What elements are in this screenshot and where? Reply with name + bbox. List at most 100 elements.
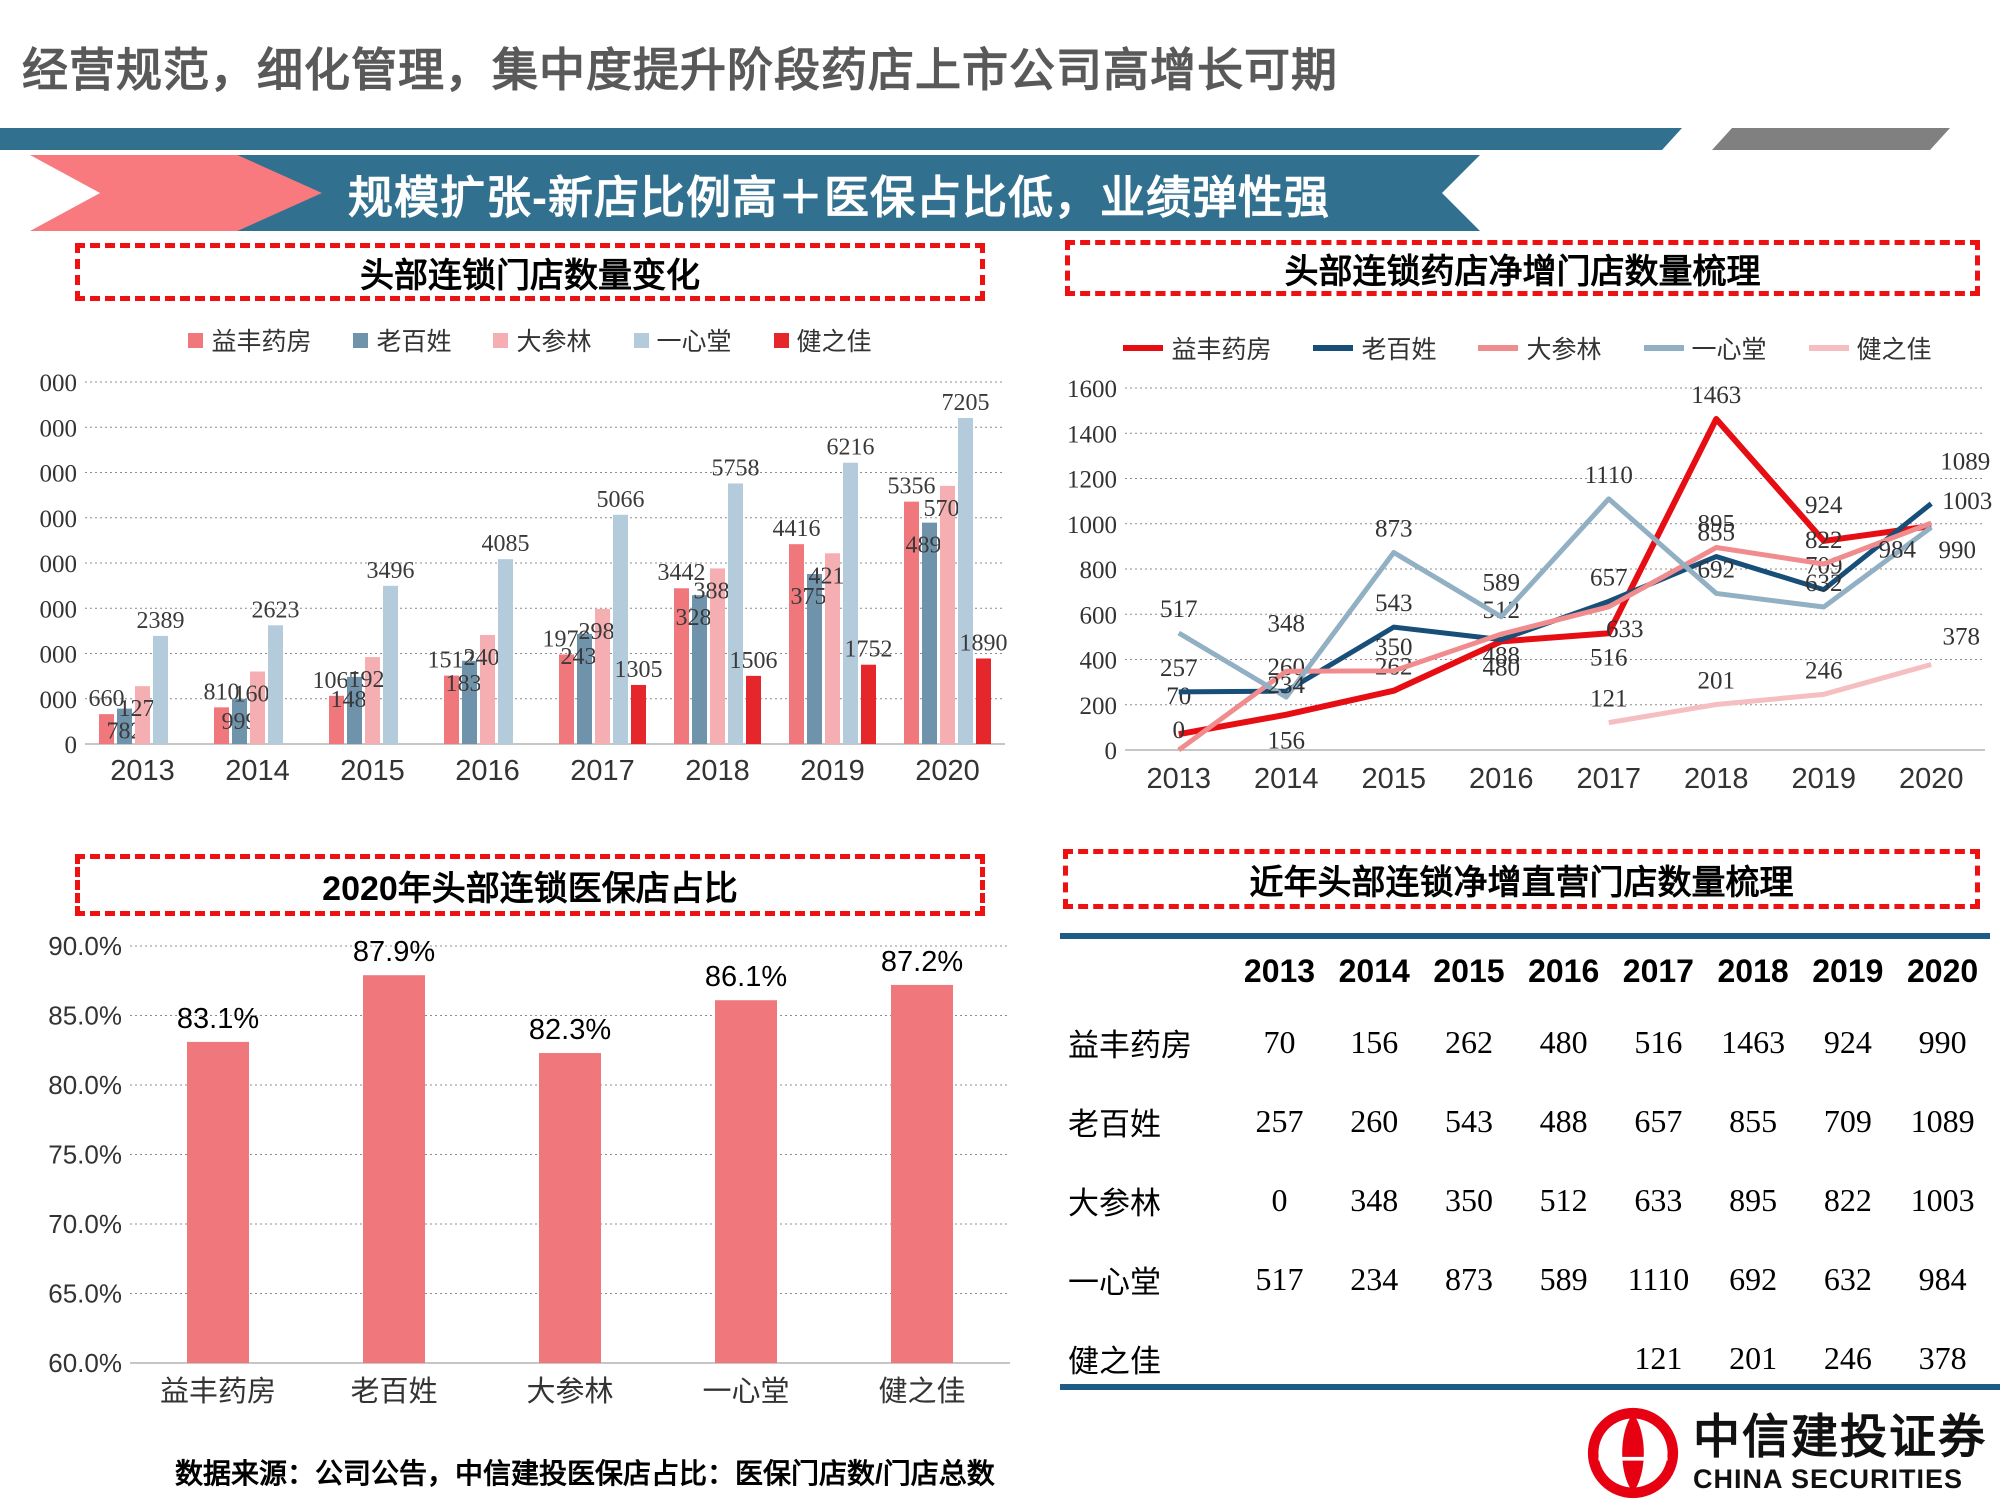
bar [904, 501, 919, 744]
bar [595, 608, 610, 744]
bar [480, 634, 495, 744]
legend-item: 一心堂 [1643, 330, 1767, 366]
logo-name-cn: 中信建投证券 [1693, 1410, 1987, 1463]
bar [135, 686, 150, 744]
source-note: 数据来源：公司公告，中信建投医保店占比：医保门店数/门店总数 [175, 1458, 995, 1489]
table-row-header: 大参林 [1068, 1186, 1161, 1221]
legend-label: 老百姓 [376, 329, 452, 356]
point-value-label: 657 [1590, 564, 1628, 591]
table-cell: 855 [1729, 1103, 1778, 1139]
table-cell: 1003 [1910, 1182, 1975, 1218]
bar [383, 585, 398, 744]
table-cell: 121 [1634, 1340, 1683, 1376]
table-header-cell: 2019 [1812, 952, 1884, 989]
bar-value-label: 2389 [137, 608, 185, 634]
table-header-cell: 2018 [1717, 952, 1789, 989]
x-axis-tick-label: 一心堂 [702, 1376, 789, 1408]
y-axis-tick-label: 1200 [1067, 467, 1117, 494]
bar [715, 1000, 777, 1363]
point-value-label: 822 [1805, 527, 1843, 554]
legend-swatch-square-icon [773, 332, 789, 348]
bar-value-label: 4085 [482, 531, 530, 557]
point-value-label: 0 [1173, 717, 1186, 744]
legend-label: 健之佳 [1856, 337, 1932, 364]
point-value-label: 632 [1805, 570, 1843, 597]
x-axis-tick-label: 2020 [1899, 763, 1964, 795]
point-value-label: 543 [1375, 590, 1413, 617]
bar-value-label: 3496 [367, 558, 415, 584]
table-cell: 1089 [1910, 1103, 1975, 1139]
bar [710, 568, 725, 744]
bar [922, 522, 937, 744]
point-value-label: 633 [1606, 616, 1644, 643]
bar-value-label: 87.2% [881, 946, 963, 978]
table-cell: 924 [1823, 1024, 1872, 1060]
bar-value-label: 1506 [730, 648, 778, 674]
y-axis-tick-label: 2000 [40, 642, 77, 669]
legend-label: 大参林 [516, 329, 592, 356]
logo-name-en: CHINA SECURITIES [1693, 1464, 1964, 1494]
y-axis-tick-label: 65.0% [48, 1279, 122, 1309]
legend-swatch-square-icon [493, 332, 509, 348]
point-value-label: 350 [1375, 634, 1413, 661]
y-axis-tick-label: 75.0% [48, 1140, 122, 1170]
bar [268, 625, 283, 744]
table-bottom-rule [1060, 1384, 2000, 1390]
legend-swatch-line-icon [1643, 345, 1684, 351]
table-header-cell: 2014 [1338, 952, 1410, 989]
legend-item: 老百姓 [1313, 330, 1436, 366]
table-cell: 990 [1918, 1024, 1967, 1060]
y-axis-tick-label: 1000 [40, 687, 77, 714]
legend-item: 益丰药房 [188, 322, 311, 358]
y-axis-tick-label: 3000 [40, 596, 77, 623]
table-cell: 480 [1539, 1024, 1588, 1060]
x-axis-tick-label: 2016 [455, 755, 520, 787]
legend-swatch-line-icon [1478, 345, 1519, 351]
y-axis-tick-label: 1400 [1067, 421, 1117, 448]
bar [891, 984, 953, 1363]
bar [444, 675, 459, 744]
bar-value-label: 5356 [888, 474, 936, 500]
section-banner-title: 规模扩张-新店比例高＋医保占比低，业绩弹性强 [348, 171, 1330, 223]
y-axis-tick-label: 600 [1080, 602, 1118, 629]
x-axis-tick-label: 2018 [685, 755, 750, 787]
bar [577, 633, 592, 744]
table-cell: 1110 [1627, 1261, 1690, 1297]
chart-title-box-net-increase: 头部连锁药店净增门店数量梳理 [1065, 240, 1980, 296]
table-cell: 516 [1634, 1024, 1683, 1060]
bar [498, 559, 513, 744]
point-value-label: 990 [1939, 537, 1977, 564]
bar [462, 660, 477, 744]
table-cell: 984 [1918, 1261, 1967, 1297]
table-row-header: 益丰药房 [1068, 1028, 1192, 1063]
bar [363, 975, 425, 1363]
y-axis-tick-label: 6000 [40, 461, 77, 488]
chart-title-box-store-count: 头部连锁门店数量变化 [75, 243, 985, 301]
legend-swatch-square-icon [353, 332, 369, 348]
bar [117, 708, 132, 744]
bar-value-label: 2623 [252, 597, 300, 623]
point-value-label: 246 [1805, 657, 1843, 684]
legend-item: 一心堂 [633, 322, 732, 358]
x-axis-tick-label: 2016 [1469, 763, 1534, 795]
x-axis-tick-label: 2015 [1361, 763, 1426, 795]
page-title: 经营规范，细化管理，集中度提升阶段药店上市公司高增长可期 [22, 44, 1338, 96]
net-increase-line-chart: 0 200 400 600 800 1000 1200 1400 1600 2013 2014 201… [1067, 376, 1992, 795]
table-cell: 1463 [1721, 1024, 1786, 1060]
y-axis-tick-label: 60.0% [48, 1348, 122, 1378]
point-value-label: 1089 [1940, 449, 1990, 476]
x-axis-tick-label: 健之佳 [878, 1375, 965, 1408]
company-logo: 中信建投证券 CHINA SECURITIES [1585, 1405, 1987, 1500]
bar [692, 595, 707, 744]
legend-swatch-line-icon [1313, 345, 1354, 351]
table-cell: 633 [1634, 1182, 1683, 1218]
series-line [1177, 496, 1933, 700]
bar-value-label: 3442 [658, 560, 706, 586]
chart-title-box-medicare-share: 2020年头部连锁医保店占比 [75, 854, 985, 916]
bar [807, 574, 822, 744]
y-axis-tick-label: 85.0% [48, 1001, 122, 1031]
y-axis-tick-label: 8000 [40, 370, 77, 397]
table-header-cell: 2017 [1622, 952, 1694, 989]
x-axis-tick-label: 大参林 [526, 1375, 613, 1408]
